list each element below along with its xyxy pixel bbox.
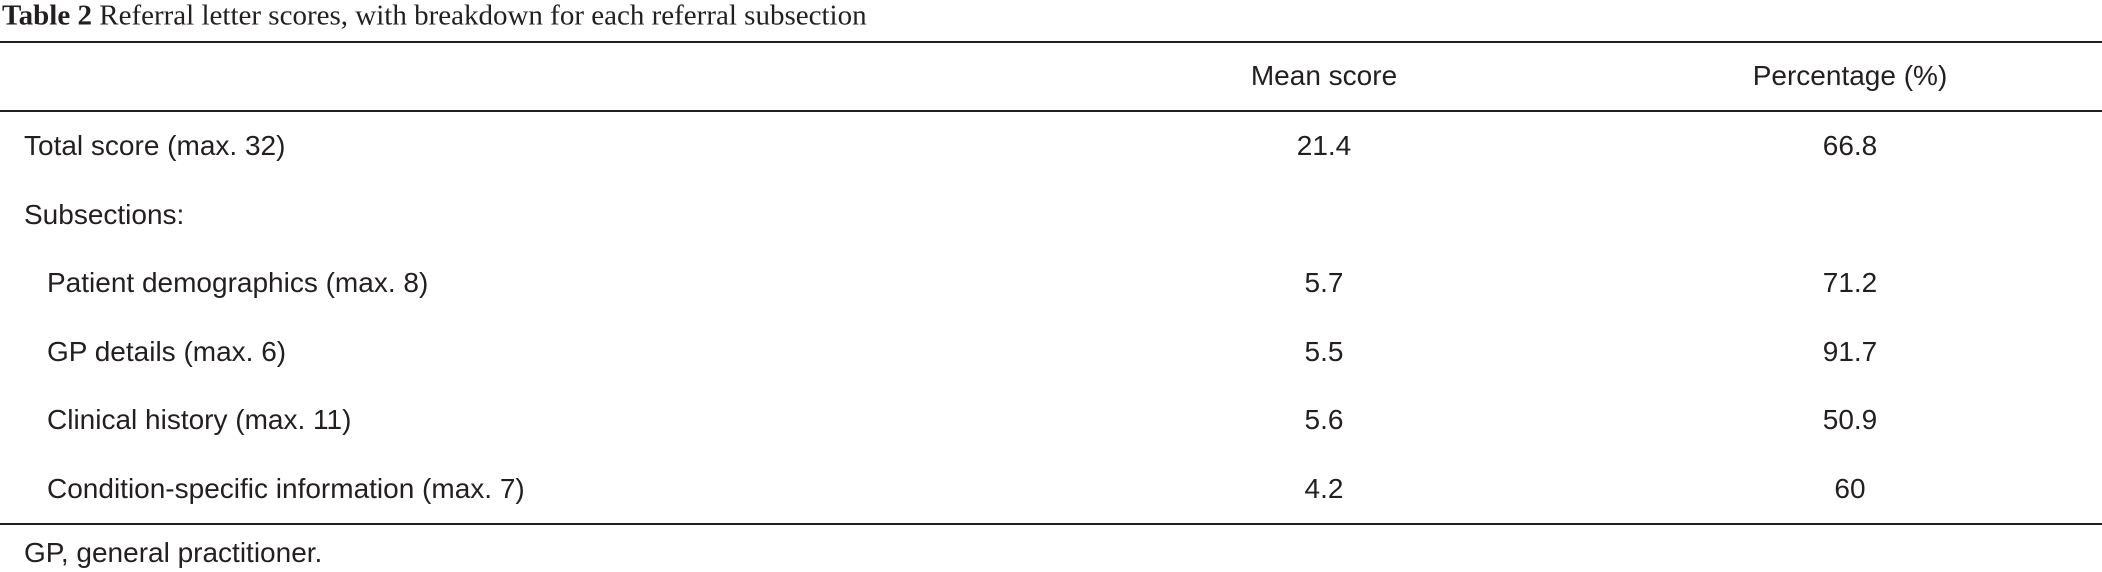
row-label: Total score (max. 32) xyxy=(24,130,286,161)
header-rule xyxy=(0,110,2102,112)
cell-value: 60 xyxy=(1834,473,1866,504)
row-label: Patient demographics (max. 8) xyxy=(47,267,429,299)
cell-value: 5.7 xyxy=(1304,267,1344,299)
cell-value: 5.5 xyxy=(1304,335,1344,367)
row-label: GP details (max. 6) xyxy=(47,335,287,367)
top-rule xyxy=(0,41,2102,43)
cell-value: 91.7 xyxy=(1822,335,1878,367)
cell-value: 71.2 xyxy=(1822,267,1878,299)
footnote: GP, general practitioner. xyxy=(24,537,323,568)
cell-value: 50.9 xyxy=(1822,404,1878,436)
table-label: Table 2 xyxy=(2,0,92,32)
column-header: Mean score xyxy=(1250,60,1398,91)
row-label: Condition-specific information (max. 7) xyxy=(47,473,525,504)
cell-value: 66.8 xyxy=(1822,130,1878,161)
table-caption: Referral letter scores, with breakdown f… xyxy=(99,0,867,32)
cell-value: 4.2 xyxy=(1304,473,1344,504)
cell-value: 21.4 xyxy=(1296,130,1352,161)
row-label: Clinical history (max. 11) xyxy=(47,404,352,436)
table-title: Table 2 Referral letter scores, with bre… xyxy=(2,0,867,33)
bottom-rule xyxy=(0,523,2102,525)
column-header: Percentage (%) xyxy=(1752,60,1948,91)
row-label: Subsections: xyxy=(24,198,185,230)
cell-value: 5.6 xyxy=(1304,404,1344,436)
